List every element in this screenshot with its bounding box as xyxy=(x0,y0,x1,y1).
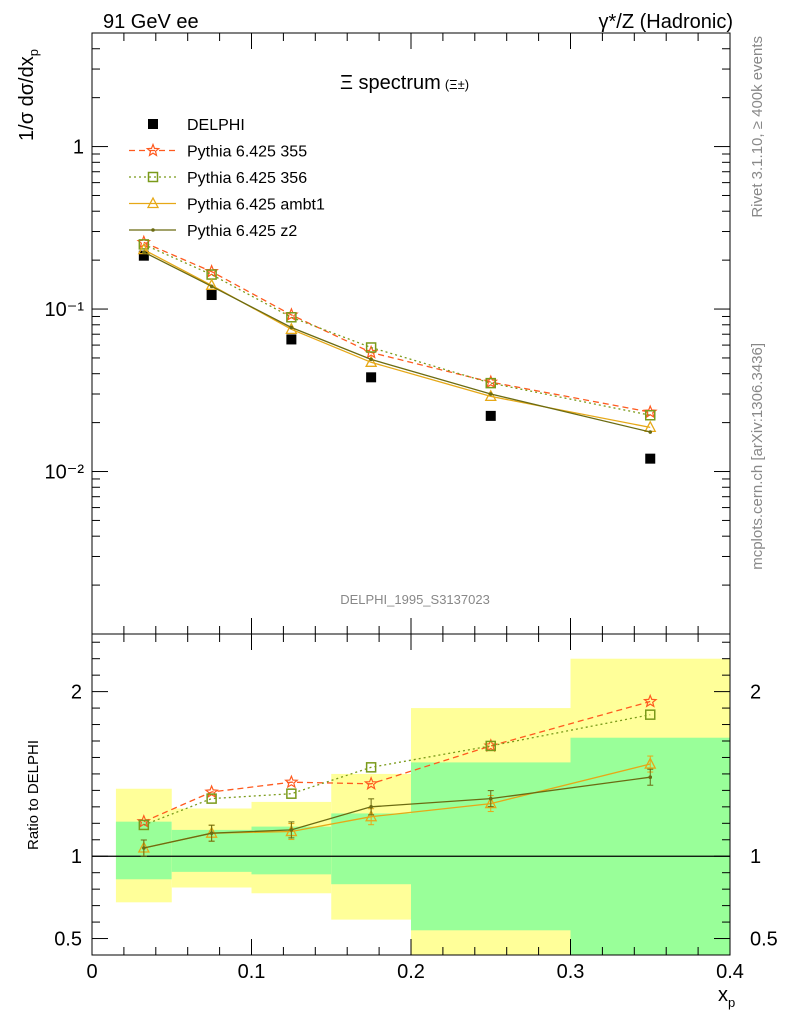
data-point xyxy=(206,290,217,301)
x-tick-label: 0.3 xyxy=(557,961,585,983)
ratio-y-tick-label: 0.5 xyxy=(54,929,82,951)
ratio-y-tick-label: 2 xyxy=(71,682,82,704)
x-axis-label: xp xyxy=(718,984,735,1010)
data-point xyxy=(142,250,146,254)
ratio-y-tick-label: 1 xyxy=(71,846,82,868)
data-point xyxy=(286,312,297,323)
ratio-point xyxy=(286,788,297,799)
mcplots-credit: mcplots.cern.ch [arXiv:1306.3436] xyxy=(749,343,766,570)
x-tick-label: 0.2 xyxy=(397,961,425,983)
data-point xyxy=(488,392,493,396)
data-point xyxy=(366,372,377,383)
ratio-y-axis-label: Ratio to DELPHI xyxy=(25,740,42,850)
ratio-point xyxy=(365,762,377,773)
ratio-line xyxy=(143,776,651,849)
legend-entry: Pythia 6.425 355 xyxy=(129,142,307,161)
legend-marker xyxy=(151,228,155,232)
ratio-y-tick-label-right: 2 xyxy=(750,682,761,704)
series-line xyxy=(143,249,651,429)
ratio-point xyxy=(209,831,214,835)
x-tick-label: 0.1 xyxy=(238,961,266,983)
x-tick-label: 0.4 xyxy=(716,961,744,983)
ratio-point xyxy=(289,828,294,832)
ratio-pythia-6-425-z2 xyxy=(140,768,654,857)
data-point xyxy=(485,377,496,389)
data-point xyxy=(484,389,497,402)
series-pythia-6-425-356 xyxy=(138,239,656,421)
uncertainty-band-inner xyxy=(411,762,571,931)
ratio-panel: 0.5 0.5 1 1 2 2 0 0.1 0.2 0.3 0.4 xyxy=(54,633,778,983)
ratio-point xyxy=(363,776,379,791)
ratio-point xyxy=(488,796,493,801)
ratio-line xyxy=(143,700,651,823)
ratio-point xyxy=(138,819,150,831)
data-point xyxy=(648,430,653,434)
main-y-axis-label: 1/σ dσ/dxp xyxy=(16,49,41,141)
data-point xyxy=(365,342,377,353)
main-panel: 10⁻² 10⁻¹ 1 xyxy=(45,32,731,635)
rivet-credit: Rivet 3.1.10, ≥ 400k events xyxy=(749,36,766,218)
legend-marker xyxy=(147,171,159,183)
header-right: γ*/Z (Hadronic) xyxy=(599,11,733,33)
data-point xyxy=(138,250,149,261)
ratio-panel-frame xyxy=(91,633,731,956)
series-pythia-6-425-z2 xyxy=(142,250,653,434)
series-line xyxy=(143,243,651,416)
ratio-point xyxy=(484,796,497,809)
data-point xyxy=(138,239,150,250)
data-point xyxy=(369,357,373,362)
legend-marker xyxy=(148,119,158,129)
legend-entry: Pythia 6.425 z2 xyxy=(129,223,297,240)
series-delphi xyxy=(138,250,656,464)
ratio-point xyxy=(644,757,657,769)
series-pythia-6-425-355 xyxy=(136,234,658,419)
legend-label: Pythia 6.425 ambt1 xyxy=(187,197,325,214)
y-tick-label: 10⁻² xyxy=(45,462,85,484)
legend-marker xyxy=(146,196,160,209)
ratio-point xyxy=(284,774,299,789)
y-tick-label: 10⁻¹ xyxy=(45,299,85,321)
plot-title: Ξ spectrum (Ξ±) xyxy=(340,72,469,94)
ratio-point xyxy=(365,809,378,822)
legend-entry: DELPHI xyxy=(148,117,245,134)
x-tick-label: 0 xyxy=(86,961,97,983)
y-tick-label: 1 xyxy=(73,137,84,159)
legend-label: Pythia 6.425 z2 xyxy=(187,223,297,240)
header-left: 91 GeV ee xyxy=(103,11,199,33)
uncertainty-band-inner xyxy=(331,813,411,885)
ratio-point xyxy=(206,793,217,804)
series-line xyxy=(143,251,651,433)
legend-entry: Pythia 6.425 ambt1 xyxy=(129,197,325,214)
ratio-point xyxy=(369,805,373,809)
legend: DELPHI Pythia 6.425 355 Pythia 6.425 356 Py… xyxy=(129,117,325,240)
data-point xyxy=(485,410,496,421)
ratio-y-tick-label-right: 1 xyxy=(750,846,761,868)
ratio-point xyxy=(642,693,658,708)
legend-entry: Pythia 6.425 356 xyxy=(129,170,307,187)
ratio-point xyxy=(485,740,496,752)
ratio-point xyxy=(648,775,653,780)
data-point xyxy=(289,325,294,330)
ratio-point xyxy=(645,709,656,720)
legend-label: Pythia 6.425 355 xyxy=(187,144,307,161)
ratio-point xyxy=(142,846,146,850)
ratio-pythia-6-425-356 xyxy=(138,709,656,831)
data-point xyxy=(365,355,378,367)
legend-label: DELPHI xyxy=(187,117,245,134)
analysis-watermark: DELPHI_1995_S3137023 xyxy=(340,592,490,607)
ratio-y-tick-label-right: 0.5 xyxy=(750,929,778,951)
ratio-line xyxy=(143,714,651,826)
data-point xyxy=(209,284,214,289)
data-point xyxy=(286,334,297,345)
legend-label: Pythia 6.425 356 xyxy=(187,170,307,187)
data-point xyxy=(645,409,656,421)
legend-marker xyxy=(145,142,161,157)
series-line xyxy=(143,241,651,413)
data-point xyxy=(645,453,656,464)
